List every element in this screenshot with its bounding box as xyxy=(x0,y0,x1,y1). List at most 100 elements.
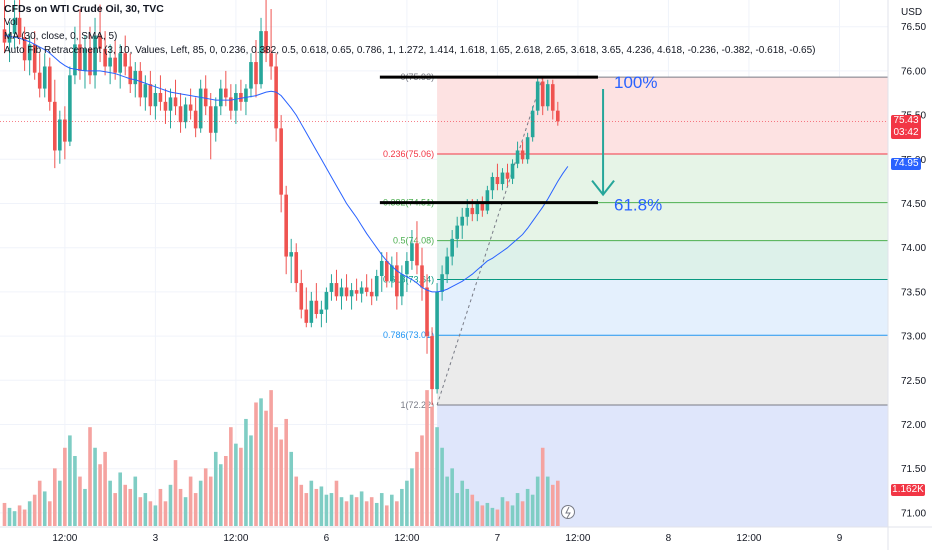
volume-bar xyxy=(500,497,505,526)
volume-bar xyxy=(22,509,27,526)
volume-bar xyxy=(213,451,218,526)
candle-body xyxy=(88,48,92,76)
volume-bar xyxy=(470,494,475,526)
candle-body xyxy=(264,31,268,54)
volume-bar xyxy=(244,418,248,526)
drawings[interactable]: 100% 61.8% xyxy=(0,73,888,519)
candle-body xyxy=(490,176,495,191)
candle-body xyxy=(83,48,87,71)
candle-body xyxy=(118,53,122,73)
ma-indicator-label[interactable]: MA (30, close, 0, SMA, 5) xyxy=(4,31,118,42)
candle-body xyxy=(103,48,107,67)
candle-body xyxy=(520,150,525,160)
volume-bar xyxy=(78,476,82,526)
candle-body xyxy=(108,57,112,67)
currency-label: USD xyxy=(901,7,922,18)
ma-line xyxy=(4,35,569,293)
candle-body xyxy=(505,172,510,179)
candle-body xyxy=(17,17,22,38)
candle-body xyxy=(294,252,299,284)
candle-body xyxy=(178,106,183,123)
volume-bar xyxy=(415,451,419,526)
volume-bar xyxy=(264,410,268,526)
volume-bar xyxy=(123,484,128,526)
symbol-title[interactable]: CFDs on WTI Crude Oil, 30, TVC xyxy=(4,3,164,15)
volume-bar xyxy=(304,493,309,526)
candle-body xyxy=(37,72,42,89)
candle-body xyxy=(299,283,304,310)
candle-body xyxy=(249,62,253,89)
candle-body xyxy=(289,252,294,257)
y-tick-label: 74.50 xyxy=(901,199,926,210)
volume-bar xyxy=(218,464,223,526)
volume-bar xyxy=(339,497,344,526)
candle-body xyxy=(400,274,404,297)
candle-body xyxy=(334,283,339,297)
candle-body xyxy=(22,37,27,61)
candle-body xyxy=(239,93,243,102)
volume-bar xyxy=(344,501,349,526)
candle-body xyxy=(12,17,17,34)
y-tick-label: 72.50 xyxy=(901,376,926,387)
volume-bar xyxy=(384,505,389,526)
volume-bar xyxy=(188,476,193,526)
volume-bar xyxy=(530,494,535,526)
volume-value: 1.162K xyxy=(892,484,924,495)
volume-bar xyxy=(198,480,203,526)
volume-bar xyxy=(153,505,158,526)
volume-bar xyxy=(460,480,465,526)
fib-zone xyxy=(437,240,888,280)
fib-retracement[interactable]: 0(75.93)0.236(75.06)0.382(74.51)0.5(74.0… xyxy=(383,72,888,527)
volume-bar xyxy=(148,501,153,526)
candle-body xyxy=(163,101,168,111)
candle-body xyxy=(364,287,369,292)
volume-bar xyxy=(143,493,148,526)
candle-body xyxy=(183,104,188,123)
candle-body xyxy=(218,88,223,107)
candlesticks[interactable] xyxy=(2,0,560,406)
x-tick-label: 3 xyxy=(153,533,159,544)
candle-body xyxy=(440,274,444,292)
volume-bar xyxy=(53,468,57,526)
fib-level-label: 0.236(75.06) xyxy=(383,149,434,159)
volume-bar xyxy=(374,502,379,526)
volume-bar xyxy=(27,501,32,526)
y-tick-label: 73.00 xyxy=(901,332,926,343)
candle-body xyxy=(284,194,288,257)
volume-bar xyxy=(440,447,444,526)
candle-body xyxy=(535,81,540,111)
volume-bar xyxy=(525,488,530,526)
moving-average xyxy=(4,35,569,293)
candle-body xyxy=(158,93,163,102)
candle-body xyxy=(58,119,62,151)
volume-bar xyxy=(515,493,520,526)
y-tick-label: 76.00 xyxy=(901,66,926,77)
candle-body xyxy=(374,275,379,297)
candle-body xyxy=(460,216,465,226)
candle-body xyxy=(279,128,283,195)
candle-body xyxy=(515,150,520,164)
volume-indicator-label[interactable]: Vol xyxy=(4,17,18,28)
candle-body xyxy=(193,110,198,129)
candle-body xyxy=(128,66,133,85)
candle-body xyxy=(525,137,530,160)
candle-body xyxy=(198,88,203,129)
x-tick-label: 12:00 xyxy=(394,533,419,544)
volume-bar xyxy=(274,427,278,526)
candle-body xyxy=(244,88,248,102)
chart-legend: CFDs on WTI Crude Oil, 30, TVC Vol MA (3… xyxy=(4,2,816,58)
candle-body xyxy=(379,260,384,276)
volume-bar xyxy=(309,480,314,526)
y-tick-label: 74.00 xyxy=(901,243,926,254)
flash-icon xyxy=(561,505,575,519)
candle-body xyxy=(545,84,550,107)
candle-body xyxy=(339,287,344,297)
fib-indicator-label[interactable]: Auto Fib Retracement (3, 10, Values, Lef… xyxy=(4,45,816,56)
volume-bar xyxy=(98,464,102,526)
y-tick-label: 71.50 xyxy=(901,464,926,475)
volume-bar xyxy=(495,509,500,526)
candle-body xyxy=(208,106,213,133)
volume-bar xyxy=(118,472,122,526)
volume-bar xyxy=(445,476,449,526)
